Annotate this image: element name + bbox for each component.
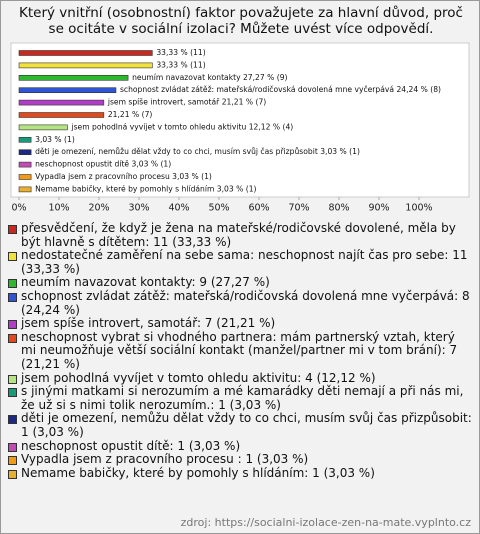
legend-entry: jsem spíše introvert, samotář: 7 (21,21 … bbox=[7, 316, 473, 331]
bar bbox=[18, 186, 32, 193]
legend-swatch bbox=[8, 292, 17, 302]
legend-label: Vypadla jsem z pracovního procesu : 1 (3… bbox=[21, 452, 309, 467]
bar bbox=[18, 174, 32, 180]
bar bbox=[18, 99, 105, 106]
x-tick-label: 60% bbox=[248, 203, 269, 214]
legend-entry: neschopnost opustit dítě: 1 (3,03 %) bbox=[7, 438, 473, 454]
value-label: Vypadla jsem z pracovního procesu 3,03 %… bbox=[35, 172, 212, 181]
legend-swatch bbox=[8, 252, 17, 262]
bar bbox=[18, 62, 153, 69]
bar bbox=[18, 87, 117, 93]
legend-swatch bbox=[8, 469, 17, 479]
bar bbox=[18, 161, 32, 168]
x-tick-label: 70% bbox=[288, 203, 309, 214]
legend-swatch bbox=[8, 442, 17, 452]
legend-label: neschopnost opustit dítě: 1 (3,03 %) bbox=[21, 438, 241, 453]
legend-swatch bbox=[8, 333, 17, 343]
legend-label: jsem spíše introvert, samotář: 7 (21,21 … bbox=[21, 316, 276, 331]
bar bbox=[18, 137, 32, 143]
x-tick-label: 0% bbox=[11, 203, 26, 214]
legend-entry: neumím navazovat kontakty: 9 (27,27 %) bbox=[7, 276, 473, 290]
legend-label: s jinými matkami si nerozumím a mé kamar… bbox=[21, 384, 464, 412]
x-tick-label: 100% bbox=[405, 203, 432, 214]
bar bbox=[18, 112, 105, 118]
value-label: schopnost zvládat zátěž: mateřská/rodičo… bbox=[120, 85, 441, 94]
legend-swatch bbox=[8, 279, 17, 289]
value-label: neumím navazovat kontakty 27,27 % (9) bbox=[132, 73, 287, 82]
legend-label: neschopnost vybrat si vhodného partnera:… bbox=[21, 329, 458, 371]
value-label: neschopnost opustit dítě 3,03 % (1) bbox=[35, 160, 171, 169]
x-tick-label: 10% bbox=[48, 203, 69, 214]
legend-entry: přesvědčení, že když je žena na mateřské… bbox=[7, 221, 473, 249]
bar bbox=[18, 75, 129, 81]
legend-label: Nemame babičky, které by pomohly s hlídá… bbox=[21, 465, 375, 480]
x-tick-label: 50% bbox=[208, 203, 229, 214]
legend-entry: s jinými matkami si nerozumím a mé kamar… bbox=[7, 384, 473, 412]
value-label: jsem pohodlná vyvíjet v tomto ohledu akt… bbox=[70, 122, 293, 131]
bar bbox=[18, 50, 153, 56]
legend-label: nedostatečné zaměření na sebe sama: nesc… bbox=[21, 248, 468, 276]
legend-entry: děti je omezení, nemůžu dělat vždy to co… bbox=[7, 412, 473, 439]
x-tick-label: 40% bbox=[168, 203, 189, 214]
legend-label: jsem pohodlná vyvíjet v tomto ohledu akt… bbox=[21, 370, 376, 385]
x-tick-label: 90% bbox=[368, 203, 389, 214]
source: zdroj: https://socialni-izolace-zen-na-m… bbox=[180, 516, 471, 529]
legend-label: schopnost zvládat zátěž: mateřská/rodičo… bbox=[21, 288, 470, 317]
value-label: děti je omezení, nemůžu dělat vždy to co… bbox=[35, 147, 360, 156]
legend-label: přesvědčení, že když je žena na mateřské… bbox=[21, 221, 456, 249]
value-label: 33,33 % (11) bbox=[156, 60, 205, 69]
plot-area bbox=[10, 42, 470, 198]
legend-entry: jsem pohodlná vyvíjet v tomto ohledu akt… bbox=[7, 370, 473, 386]
value-label: Nemame babičky, které by pomohly s hlídá… bbox=[35, 184, 256, 193]
legend-swatch bbox=[8, 374, 17, 384]
legend-entry: neschopnost vybrat si vhodného partnera:… bbox=[7, 329, 473, 372]
legend-swatch bbox=[8, 456, 17, 466]
legend-label: neumím navazovat kontakty: 9 (27,27 %) bbox=[21, 275, 270, 290]
legend-entry: Nemame babičky, které by pomohly s hlídá… bbox=[7, 465, 473, 481]
x-tick-label: 80% bbox=[328, 203, 349, 214]
value-label: 3,03 % (1) bbox=[35, 135, 75, 144]
legend-entry: schopnost zvládat zátěž: mateřská/rodičo… bbox=[7, 288, 473, 317]
legend: přesvědčení, že když je žena na mateřské… bbox=[7, 221, 473, 481]
legend-swatch bbox=[8, 388, 17, 398]
legend-swatch bbox=[8, 320, 17, 330]
bar bbox=[18, 124, 68, 131]
value-label: jsem spíše introvert, samotář 21,21 % (7… bbox=[107, 98, 266, 107]
legend-entry: Vypadla jsem z pracovního procesu : 1 (3… bbox=[7, 452, 473, 467]
x-tick-label: 20% bbox=[88, 203, 109, 214]
bar bbox=[18, 149, 32, 155]
legend-label: děti je omezení, nemůžu dělat vždy to co… bbox=[21, 411, 472, 439]
legend-swatch bbox=[8, 225, 17, 234]
x-tick-label: 30% bbox=[128, 203, 149, 214]
chart-title: Který vnitřní (osobnostní) faktor považu… bbox=[19, 5, 463, 37]
chart: 0% 10% 20% 30% 40% 50% 60% 70% 80% 90% 100% 33,33 %… bbox=[10, 42, 470, 214]
legend-swatch bbox=[8, 415, 17, 425]
value-label: 21,21 % (7) bbox=[108, 110, 153, 119]
legend-entry: nedostatečné zaměření na sebe sama: nesc… bbox=[7, 248, 473, 276]
value-label: 33,33 % (11) bbox=[156, 48, 205, 57]
